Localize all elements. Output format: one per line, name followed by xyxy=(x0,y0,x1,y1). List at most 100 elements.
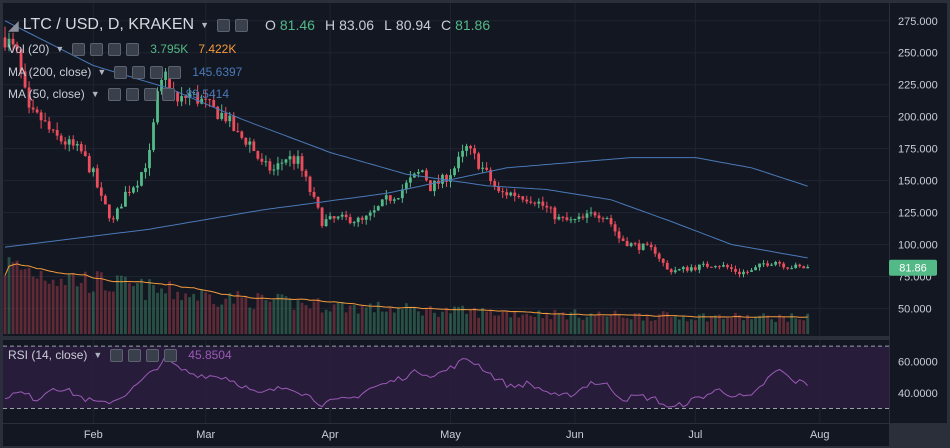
candle-body xyxy=(573,218,577,220)
ma200-legend[interactable]: MA (200, close) ▼ 145.6397 xyxy=(8,65,242,79)
price-pane[interactable] xyxy=(3,3,889,336)
candle-body xyxy=(119,206,123,209)
volume-bar xyxy=(304,305,308,334)
price-tick-label: 200.000 xyxy=(898,112,938,124)
candle-body xyxy=(380,199,384,207)
gear-icon[interactable] xyxy=(125,87,139,101)
candle-body xyxy=(726,265,729,268)
settings-icon[interactable] xyxy=(217,18,230,32)
eye-icon[interactable] xyxy=(110,348,124,362)
close-icon[interactable] xyxy=(126,42,140,56)
volume-bar xyxy=(55,285,59,334)
candle-body xyxy=(425,170,428,181)
close-icon[interactable] xyxy=(164,348,178,362)
candle-body xyxy=(637,243,641,250)
volume-bar xyxy=(232,303,236,334)
candle-body xyxy=(288,156,292,160)
candle-body xyxy=(59,135,63,142)
candle-body xyxy=(340,214,344,217)
candle-body xyxy=(196,92,200,104)
price-axis[interactable] xyxy=(890,3,947,423)
close-icon[interactable] xyxy=(168,65,182,79)
volume-bar xyxy=(260,294,264,334)
volume-bar xyxy=(220,304,224,334)
gear-icon[interactable] xyxy=(128,348,142,362)
ma200-label[interactable]: MA (200, close) xyxy=(8,65,92,79)
volume-bar xyxy=(144,300,147,334)
candle-body xyxy=(473,148,477,154)
add-icon[interactable] xyxy=(146,348,160,362)
candle-body xyxy=(790,268,794,270)
candle-body xyxy=(633,243,637,245)
add-icon[interactable] xyxy=(143,87,157,101)
candle-body xyxy=(296,156,300,164)
volume-bar xyxy=(453,306,456,334)
candle-body xyxy=(7,38,11,48)
volume-bar xyxy=(581,319,585,334)
add-icon[interactable] xyxy=(150,65,164,79)
candle-body xyxy=(31,107,35,110)
time-tick-label: Feb xyxy=(84,429,103,441)
volume-bar xyxy=(661,311,665,334)
rsi-label[interactable]: RSI (14, close) xyxy=(8,348,88,362)
candle-body xyxy=(404,182,408,190)
candle-body xyxy=(802,266,806,269)
candle-body xyxy=(613,224,617,232)
indicator-lines xyxy=(4,20,809,408)
symbol-title[interactable]: LTC / USD, D, KRAKEN xyxy=(22,16,195,33)
volume-bar xyxy=(553,309,557,334)
volume-bar xyxy=(196,300,200,334)
volume-bar xyxy=(103,290,107,334)
candle-body xyxy=(19,49,23,72)
time-tick-label: Jun xyxy=(566,429,584,441)
volume-bar xyxy=(429,306,432,334)
ma50-legend[interactable]: MA (50, close) ▼ 89.5414 xyxy=(8,87,229,101)
volume-bar xyxy=(59,278,63,334)
candle-body xyxy=(107,204,111,219)
candle-body xyxy=(236,130,240,132)
candle-body xyxy=(489,169,493,182)
candle-body xyxy=(332,216,336,219)
volume-bar xyxy=(252,309,256,334)
candle-body xyxy=(465,146,468,151)
vol-label[interactable]: Vol (20) xyxy=(8,42,50,56)
chevron-down-icon[interactable]: ▼ xyxy=(90,89,100,99)
axis-labels: 50.00075.000100.000125.000150.000175.000… xyxy=(84,16,938,441)
eye-icon[interactable] xyxy=(107,87,121,101)
candle-body xyxy=(453,168,456,176)
gear-icon[interactable] xyxy=(90,42,104,56)
volume-bar xyxy=(348,305,352,334)
eye-icon[interactable] xyxy=(114,65,128,79)
candle-body xyxy=(264,161,268,163)
chevron-down-icon[interactable]: ▼ xyxy=(97,67,107,77)
candle-body xyxy=(625,241,629,247)
close-icon[interactable] xyxy=(235,18,248,32)
candle-body xyxy=(449,175,452,182)
eye-icon[interactable] xyxy=(72,42,86,56)
rsi-legend[interactable]: RSI (14, close) ▼ 45.8504 xyxy=(8,348,232,362)
candle-body xyxy=(477,153,481,169)
volume-bar xyxy=(168,281,171,334)
close-icon[interactable] xyxy=(161,87,175,101)
chevron-down-icon[interactable]: ▼ xyxy=(200,20,209,30)
volume-bar xyxy=(525,313,529,334)
add-icon[interactable] xyxy=(108,42,122,56)
volume-bar xyxy=(541,318,545,334)
gear-icon[interactable] xyxy=(132,65,146,79)
time-tick-label: Mar xyxy=(196,429,215,441)
ma50-label[interactable]: MA (50, close) xyxy=(8,87,85,101)
chevron-down-icon[interactable]: ▼ xyxy=(93,350,103,360)
chevron-down-icon[interactable]: ▼ xyxy=(55,44,65,54)
volume-bar xyxy=(533,317,537,334)
volume-bar xyxy=(738,315,741,334)
symbol-legend[interactable]: ◢ LTC / USD, D, KRAKEN ▼ O 81.46 H 83.06… xyxy=(8,16,490,34)
candle-body xyxy=(705,263,709,267)
vol-legend[interactable]: Vol (20) ▼ 3.795K 7.422K xyxy=(8,42,236,56)
candle-body xyxy=(537,201,541,204)
volume-bar xyxy=(693,320,697,334)
time-axis[interactable] xyxy=(3,424,889,446)
volume-bar xyxy=(340,302,344,334)
candle-body xyxy=(433,180,436,192)
candle-body xyxy=(388,195,392,201)
candle-body xyxy=(730,267,733,269)
